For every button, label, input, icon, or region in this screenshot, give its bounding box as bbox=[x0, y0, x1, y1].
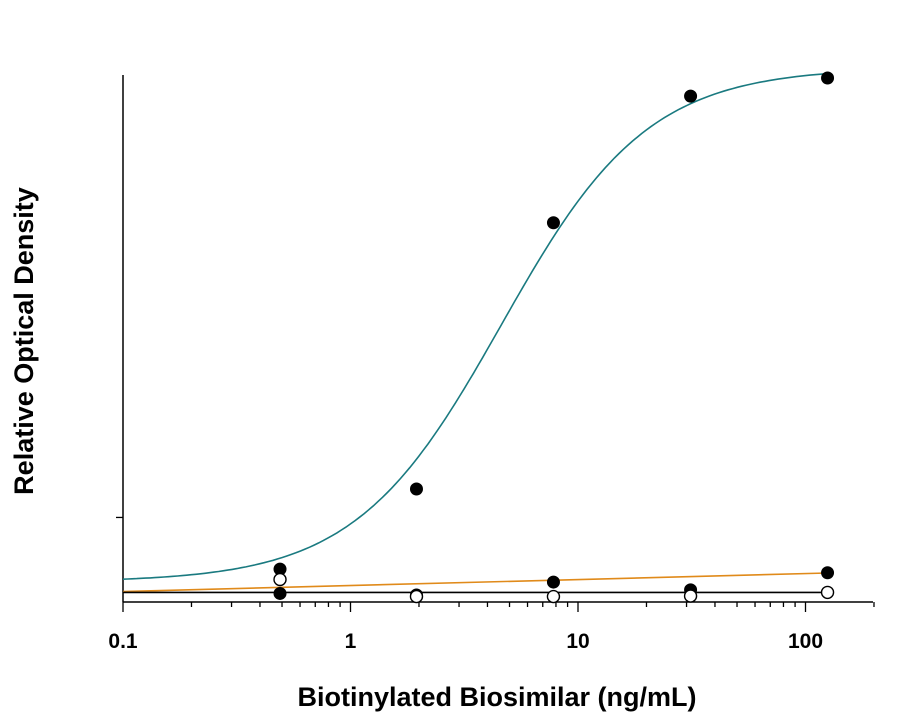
data-point-series-1 bbox=[546, 216, 560, 230]
fit-curve-2 bbox=[122, 572, 828, 593]
data-point-series-3 bbox=[546, 589, 561, 604]
data-point-series-1 bbox=[684, 89, 698, 103]
data-point-series-2 bbox=[546, 575, 560, 589]
x-tick-label: 1 bbox=[345, 630, 357, 653]
data-point-series-3 bbox=[409, 589, 424, 604]
data-point-series-2 bbox=[821, 566, 835, 580]
y-axis-title: Relative Optical Density bbox=[9, 187, 39, 495]
data-point-series-3 bbox=[820, 585, 835, 600]
axes bbox=[122, 75, 873, 603]
x-tick-label: 10 bbox=[566, 630, 589, 653]
fit-curve-1 bbox=[122, 73, 824, 580]
ticks bbox=[116, 516, 875, 612]
data-point-series-1 bbox=[821, 71, 835, 85]
x-tick-labels: 0.1 1 10 100 bbox=[108, 630, 823, 653]
data-point-series-2 bbox=[273, 586, 287, 600]
fit-curves bbox=[122, 73, 828, 594]
data-points bbox=[273, 71, 835, 604]
x-axis-title: Biotinylated Biosimilar (ng/mL) bbox=[297, 682, 696, 712]
data-point-series-3 bbox=[273, 572, 287, 587]
data-point-series-3 bbox=[683, 589, 698, 603]
x-tick-label: 0.1 bbox=[108, 630, 138, 653]
x-tick-label: 100 bbox=[788, 630, 823, 653]
data-point-series-1 bbox=[409, 482, 423, 496]
